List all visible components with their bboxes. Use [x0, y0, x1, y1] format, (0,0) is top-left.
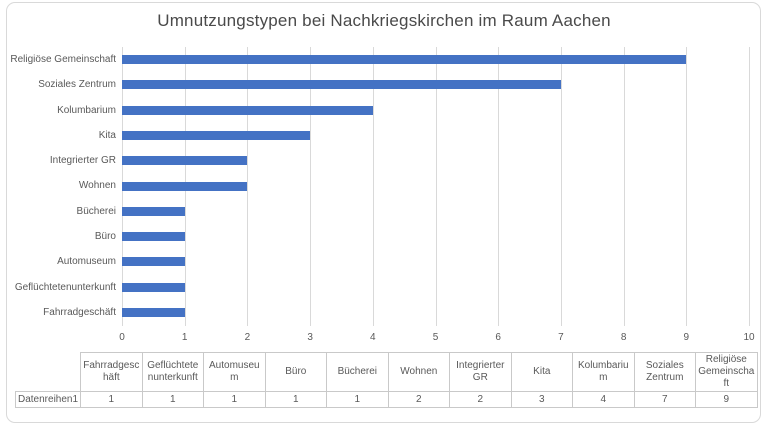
table-header-cell: Kolumbarium [572, 352, 635, 392]
x-tick-label: 10 [743, 332, 755, 343]
bar[interactable] [122, 232, 185, 242]
chart-data-table: Fahrradgeschäft Geflüchtetenunterkunft Aut… [14, 352, 758, 408]
gridline [623, 47, 625, 326]
table-value-cell: 3 [510, 391, 574, 408]
gridline [310, 47, 312, 326]
table-header-cell: Bücherei [326, 352, 389, 392]
table-value-cell: 1 [80, 391, 143, 408]
gridline [749, 47, 750, 326]
gridline [372, 47, 374, 326]
x-tick-label: 6 [495, 332, 501, 343]
bar[interactable] [122, 307, 185, 317]
x-tick-label: 1 [181, 332, 188, 343]
table-header-row: Fahrradgeschäft Geflüchtetenunterkunft Aut… [16, 352, 758, 392]
bar[interactable] [122, 130, 311, 140]
table-header-cell: Soziales Zentrum [633, 352, 697, 392]
bar[interactable] [122, 55, 687, 65]
category-label: Büro [94, 231, 116, 243]
bar[interactable] [122, 257, 185, 267]
category-label: Fahrradgeschäft [43, 306, 116, 318]
table-header-cell: Wohnen [387, 352, 451, 392]
table-value-cell: 2 [449, 391, 512, 408]
x-tick-label: 9 [683, 332, 690, 343]
gridline [247, 47, 249, 326]
table-value-cell: 9 [695, 391, 758, 408]
category-label: Kolumbarium [57, 104, 116, 116]
table-row-label: Datenreihen1 [14, 391, 82, 408]
table-value-cell: 1 [141, 391, 205, 408]
table-value-cell: 2 [387, 391, 451, 408]
table-value-cell: 1 [203, 391, 266, 408]
x-tick-label: 7 [558, 332, 564, 343]
x-tick-label: 2 [244, 332, 251, 343]
bar[interactable] [122, 80, 561, 90]
x-tick-label: 0 [119, 332, 125, 343]
table-value-cell: 1 [326, 391, 389, 408]
category-label: Automuseum [57, 256, 116, 268]
table-value-cell: 7 [633, 391, 697, 408]
table-value-cell: 1 [264, 391, 328, 408]
table-header-cell: Automuseum [203, 352, 266, 392]
bar[interactable] [122, 181, 248, 191]
table-header-cell: Kita [510, 352, 574, 392]
gridline [560, 47, 562, 326]
category-label: Integrierter GR [49, 155, 116, 167]
chart-title: Umnutzungstypen bei Nachkriegskirchen im… [157, 11, 611, 30]
table-header-cell: Religiöse Gemeinschaft [695, 352, 758, 392]
table-corner-cell [16, 353, 81, 392]
table-header-cell: Büro [264, 352, 328, 392]
category-label: Religiöse Gemeinschaft [10, 54, 116, 66]
gridline [435, 47, 437, 326]
x-tick-label: 5 [432, 332, 439, 343]
table-header-cell: Geflüchtetenunterkunft [141, 352, 205, 392]
bar[interactable] [122, 105, 373, 115]
gridline [686, 47, 688, 326]
x-tick-label: 3 [307, 332, 313, 343]
bar[interactable] [122, 206, 185, 216]
gridline [498, 47, 500, 326]
table-header-cell: Fahrradgeschäft [80, 352, 143, 392]
category-label: Bücherei [76, 205, 116, 217]
category-label: Geflüchtetenunterkunft [14, 281, 116, 293]
x-tick-label: 8 [620, 332, 627, 343]
table-value-cell: 4 [572, 391, 635, 408]
category-label: Wohnen [78, 180, 116, 192]
category-label: Soziales Zentrum [38, 79, 116, 91]
bar[interactable] [122, 282, 185, 292]
category-label: Kita [98, 129, 116, 141]
bar[interactable] [122, 156, 248, 166]
x-tick-label: 4 [370, 332, 376, 343]
table-header-cell: Integrierter GR [449, 352, 512, 392]
